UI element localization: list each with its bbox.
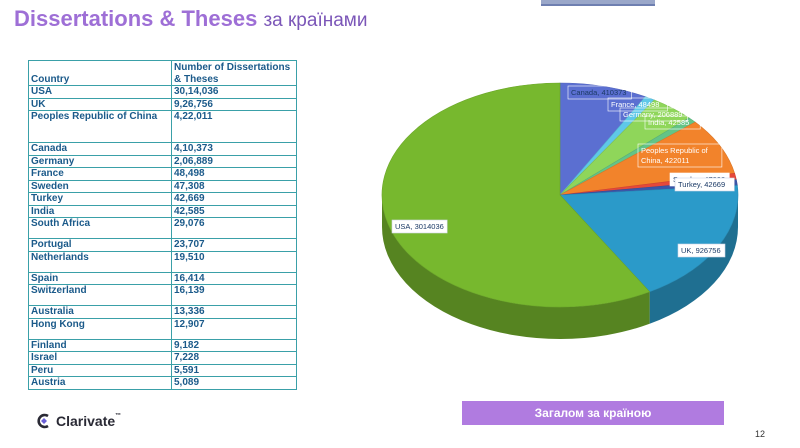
table-row: Netherlands 19,510 <box>28 250 297 273</box>
table-cell-country: South Africa <box>28 217 172 239</box>
table-row: Germany 2,06,889 <box>28 154 297 168</box>
top-accent-bar <box>541 0 655 6</box>
pie-data-label-text: India, 42585 <box>648 118 689 127</box>
table-row: USA 30,14,036 <box>28 85 297 99</box>
table-cell-count: 30,14,036 <box>171 85 297 99</box>
clarivate-logo-text: Clarivate <box>56 413 116 429</box>
pie-data-label: UK, 926756 <box>677 243 726 258</box>
table-cell-count: 5,591 <box>171 363 297 377</box>
table-cell-count: 16,414 <box>171 271 297 285</box>
clarivate-logo: Clarivate ™ <box>36 413 121 429</box>
table-cell-count: 16,139 <box>171 284 297 306</box>
pie-data-label: India, 42585 <box>644 115 701 130</box>
table-cell-country: Germany <box>28 154 172 168</box>
table-cell-country: Turkey <box>28 192 172 206</box>
pie-side-walls <box>382 195 738 339</box>
table-row: Portugal 23,707 <box>28 238 297 252</box>
page-title-suffix: за країнами <box>263 10 368 31</box>
table-cell-country: Peru <box>28 363 172 377</box>
pie-slice <box>381 82 651 308</box>
pie-data-label: Canada, 410373 <box>567 85 632 100</box>
table-header-count: Number of Dissertations & Theses <box>171 60 297 86</box>
table-row: Israel 7,228 <box>28 351 297 365</box>
table-row: South Africa 29,076 <box>28 217 297 239</box>
table-row: UK 9,26,756 <box>28 97 297 111</box>
table-cell-country: Sweden <box>28 179 172 193</box>
clarivate-logo-icon <box>37 413 49 429</box>
table-cell-count: 23,707 <box>171 238 297 252</box>
pie-slice-side <box>649 195 738 324</box>
table-cell-country: Switzerland <box>28 284 172 306</box>
pie-data-label-text: China, 422011 <box>641 156 689 165</box>
page-title: Dissertations & Theses за країнами <box>14 6 367 32</box>
countries-table: Country Number of Dissertations & Theses… <box>28 60 297 390</box>
table-cell-country: Portugal <box>28 238 172 252</box>
pie-data-label: Germany, 206889 <box>619 107 688 122</box>
table-cell-count: 29,076 <box>171 217 297 239</box>
table-row: Peru 5,591 <box>28 363 297 377</box>
pie-data-label-text: Turkey, 42669 <box>678 180 725 189</box>
table-header-row: Country Number of Dissertations & Theses <box>28 60 297 86</box>
pie-data-label: France, 48498 <box>607 97 668 112</box>
page-title-main: Dissertations & Theses <box>14 6 258 31</box>
table-row: Spain 16,414 <box>28 271 297 285</box>
table-cell-count: 5,089 <box>171 376 297 390</box>
table-row: France 48,498 <box>28 167 297 181</box>
table-cell-count: 4,10,373 <box>171 142 297 156</box>
table-cell-count: 4,22,011 <box>171 110 297 143</box>
pie-slice-side <box>382 195 650 339</box>
table-row: Finland 9,182 <box>28 338 297 352</box>
table-cell-country: Israel <box>28 351 172 365</box>
table-cell-count: 19,510 <box>171 250 297 273</box>
pie-data-label-text: USA, 3014036 <box>395 222 444 231</box>
table-cell-country: Hong Kong <box>28 317 172 340</box>
table-cell-country: Austria <box>28 376 172 390</box>
table-row: Austria 5,089 <box>28 376 297 390</box>
summary-by-country-button[interactable]: Загалом за країною <box>462 401 724 425</box>
page-number: 12 <box>755 429 766 439</box>
pie-data-label-text: UK, 926756 <box>681 246 721 255</box>
table-row: Australia 13,336 <box>28 305 297 319</box>
table-cell-country: Australia <box>28 305 172 319</box>
table-row: Sweden 47,308 <box>28 179 297 193</box>
table-row: Turkey 42,669 <box>28 192 297 206</box>
table-row: India 42,585 <box>28 204 297 218</box>
pie-data-label-text: Germany, 206889 <box>623 110 682 119</box>
pie-data-label: Turkey, 42669 <box>674 177 735 192</box>
table-cell-country: USA <box>28 85 172 99</box>
table-cell-count: 9,26,756 <box>171 97 297 111</box>
table-cell-country: Canada <box>28 142 172 156</box>
pie-data-label-text: Peoples Republic of <box>641 146 709 155</box>
table-cell-count: 13,336 <box>171 305 297 319</box>
table-cell-count: 48,498 <box>171 167 297 181</box>
table-cell-country: Finland <box>28 338 172 352</box>
table-row: Switzerland 16,139 <box>28 284 297 306</box>
table-row: Peoples Republic of China 4,22,011 <box>28 110 297 143</box>
table-cell-count: 47,308 <box>171 179 297 193</box>
table-cell-country: France <box>28 167 172 181</box>
table-row: Hong Kong 12,907 <box>28 317 297 340</box>
table-cell-count: 42,585 <box>171 204 297 218</box>
table-cell-country: Peoples Republic of China <box>28 110 172 143</box>
table-cell-count: 2,06,889 <box>171 154 297 168</box>
pie-data-label-text: Canada, 410373 <box>571 88 626 97</box>
table-cell-country: Spain <box>28 271 172 285</box>
table-cell-country: UK <box>28 97 172 111</box>
table-header-country: Country <box>28 60 172 86</box>
pie-data-label-text: France, 48498 <box>611 100 659 109</box>
clarivate-logo-tm: ™ <box>115 413 122 419</box>
table-cell-count: 9,182 <box>171 338 297 352</box>
table-cell-count: 42,669 <box>171 192 297 206</box>
table-row: Canada 4,10,373 <box>28 142 297 156</box>
table-cell-country: Netherlands <box>28 250 172 273</box>
pie-data-label: USA, 3014036 <box>391 219 448 234</box>
table-cell-country: India <box>28 204 172 218</box>
table-cell-count: 7,228 <box>171 351 297 365</box>
table-cell-count: 12,907 <box>171 317 297 340</box>
